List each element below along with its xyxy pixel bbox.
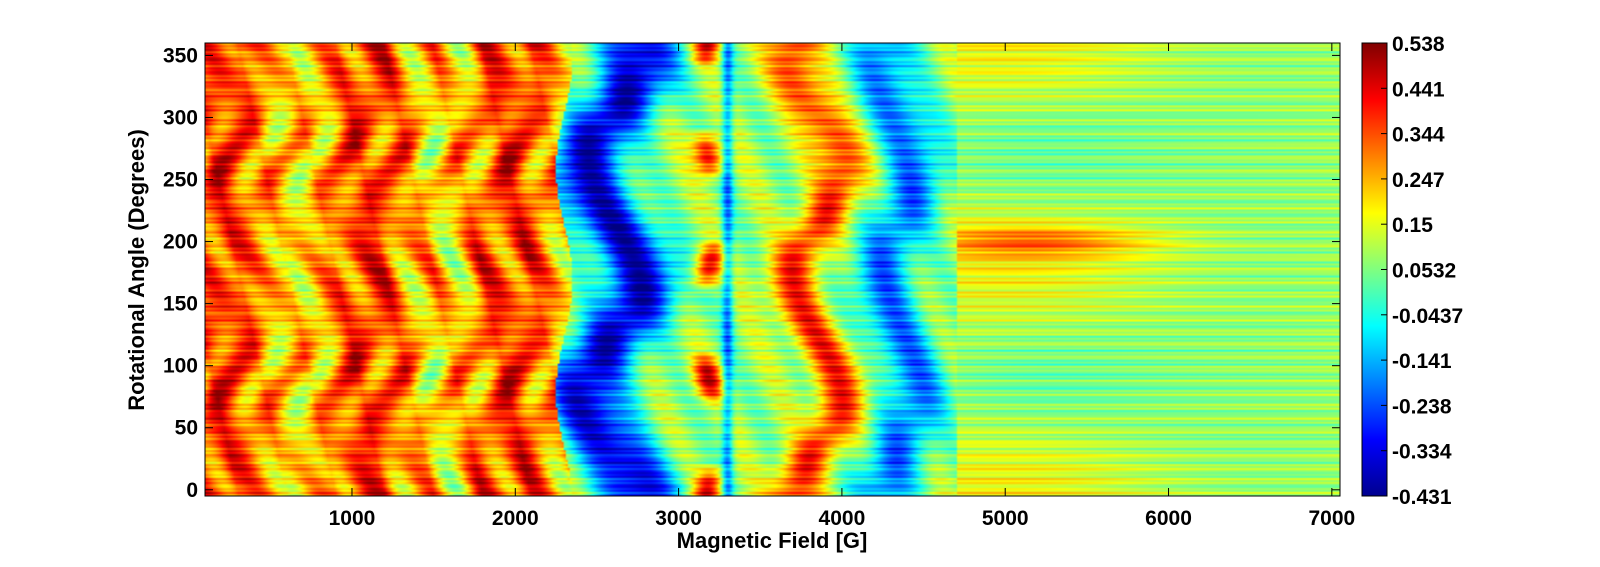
y-tick-label: 350 — [163, 44, 198, 67]
colorbar-tick-label: -0.0437 — [1392, 305, 1463, 328]
colorbar-tick-label: 0.538 — [1392, 33, 1445, 56]
colorbar-tick-label: -0.431 — [1392, 486, 1452, 509]
y-tick-label: 300 — [163, 106, 198, 129]
x-tick-label: 6000 — [1145, 507, 1192, 530]
colorbar-tick-label: 0.247 — [1392, 169, 1445, 192]
y-tick-label: 250 — [163, 169, 198, 192]
colorbar-tick-label: -0.334 — [1392, 441, 1452, 464]
y-axis-ticks: 0 50 100 150 200 250 300 350 — [163, 44, 1340, 502]
plot-frame — [204, 42, 1341, 497]
colorbar-tick-label: 0.0532 — [1392, 260, 1456, 283]
colorbar-tick-label: -0.141 — [1392, 350, 1452, 373]
colorbar-ticks: 0.538 0.441 0.344 0.247 0.15 0.0532 -0.0437 -0.… — [1381, 33, 1463, 509]
y-tick-label: 50 — [175, 417, 198, 440]
x-axis-label: Magnetic Field [G] — [677, 528, 868, 553]
x-axis-ticks: 1000 2000 3000 4000 5000 6000 7000 — [329, 43, 1355, 530]
colorbar: 0.538 0.441 0.344 0.247 0.15 0.0532 -0.0437 -0.… — [1361, 33, 1463, 509]
x-tick-label: 4000 — [819, 507, 866, 530]
heatmap-plot-area — [204, 42, 1341, 497]
y-tick-label: 200 — [163, 231, 198, 254]
colorbar-tick-label: 0.344 — [1392, 124, 1445, 147]
x-tick-label: 1000 — [329, 507, 376, 530]
colorbar-tick-label: 0.15 — [1392, 214, 1433, 237]
x-tick-label: 5000 — [982, 507, 1029, 530]
colorbar-tick-label: -0.238 — [1392, 395, 1452, 418]
colorbar-tick-label: 0.441 — [1392, 78, 1445, 101]
y-axis-label: Rotational Angle (Degrees) — [124, 129, 149, 411]
heatmap-image — [205, 43, 1340, 496]
x-tick-label: 2000 — [492, 507, 539, 530]
x-tick-label: 3000 — [655, 507, 702, 530]
x-tick-label: 7000 — [1308, 507, 1355, 530]
y-tick-label: 0 — [186, 479, 198, 502]
y-tick-label: 150 — [163, 293, 198, 316]
y-tick-label: 100 — [163, 355, 198, 378]
